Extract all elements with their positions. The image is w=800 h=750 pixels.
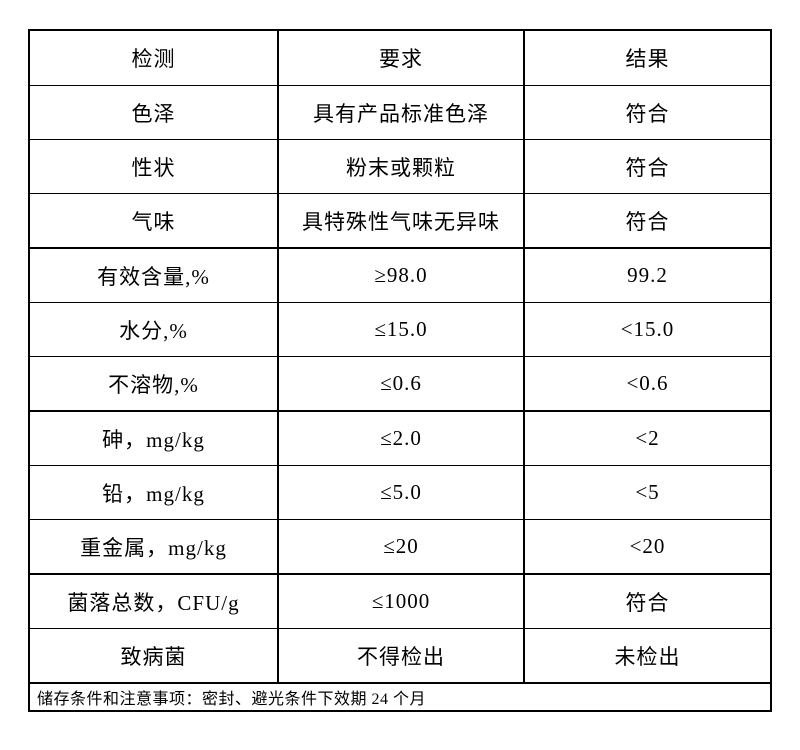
cell-requirement: ≥98.0	[277, 247, 525, 303]
table-row: 有效含量,% ≥98.0 99.2	[28, 247, 772, 303]
table-row: 铅，mg/kg ≤5.0 <5	[28, 465, 772, 520]
cell-result: 符合	[523, 573, 772, 629]
table-row: 砷，mg/kg ≤2.0 <2	[28, 410, 772, 466]
cell-test: 有效含量,%	[28, 247, 279, 303]
header-row: 检测 要求 结果	[28, 29, 772, 86]
column-header-requirement: 要求	[277, 29, 525, 86]
table-footer: 储存条件和注意事项：密封、避光条件下效期 24 个月	[28, 682, 772, 712]
cell-test: 气味	[28, 193, 279, 249]
cell-requirement: 具特殊性气味无异味	[277, 193, 525, 249]
cell-test: 铅，mg/kg	[28, 465, 279, 520]
cell-test: 色泽	[28, 85, 279, 140]
inspection-table: 检测 要求 结果 色泽 具有产品标准色泽 符合 性状 粉末或颗粒 符合 气味 具特殊性气味无异…	[28, 29, 772, 712]
cell-requirement: ≤5.0	[277, 465, 525, 520]
column-header-result: 结果	[523, 29, 772, 86]
cell-requirement: ≤1000	[277, 573, 525, 629]
column-header-test: 检测	[28, 29, 279, 86]
table-header: 检测 要求 结果	[28, 29, 772, 86]
table-row: 气味 具特殊性气味无异味 符合	[28, 193, 772, 249]
cell-result: 符合	[523, 85, 772, 140]
cell-test: 水分,%	[28, 302, 279, 357]
storage-note: 储存条件和注意事项：密封、避光条件下效期 24 个月	[28, 682, 772, 712]
cell-requirement: 粉末或颗粒	[277, 139, 525, 194]
table-row: 水分,% ≤15.0 <15.0	[28, 302, 772, 357]
table-row: 重金属，mg/kg ≤20 <20	[28, 519, 772, 575]
cell-result: 符合	[523, 139, 772, 194]
cell-test: 重金属，mg/kg	[28, 519, 279, 575]
table-row: 性状 粉末或颗粒 符合	[28, 139, 772, 194]
cell-requirement: ≤0.6	[277, 356, 525, 412]
storage-note-row: 储存条件和注意事项：密封、避光条件下效期 24 个月	[28, 682, 772, 712]
cell-requirement: ≤20	[277, 519, 525, 575]
cell-result: 未检出	[523, 628, 772, 684]
cell-test: 砷，mg/kg	[28, 410, 279, 466]
cell-test: 致病菌	[28, 628, 279, 684]
cell-result: 99.2	[523, 247, 772, 303]
cell-result: <15.0	[523, 302, 772, 357]
cell-result: <5	[523, 465, 772, 520]
table-row: 不溶物,% ≤0.6 <0.6	[28, 356, 772, 412]
cell-result: 符合	[523, 193, 772, 249]
cell-requirement: 不得检出	[277, 628, 525, 684]
cell-requirement: ≤2.0	[277, 410, 525, 466]
table-row: 色泽 具有产品标准色泽 符合	[28, 85, 772, 140]
table-row: 致病菌 不得检出 未检出	[28, 628, 772, 684]
cell-result: <2	[523, 410, 772, 466]
table-row: 菌落总数，CFU/g ≤1000 符合	[28, 573, 772, 629]
cell-test: 性状	[28, 139, 279, 194]
cell-result: <20	[523, 519, 772, 575]
cell-test: 菌落总数，CFU/g	[28, 573, 279, 629]
table-body: 色泽 具有产品标准色泽 符合 性状 粉末或颗粒 符合 气味 具特殊性气味无异味 符合 有效含量,%…	[28, 85, 772, 684]
cell-requirement: ≤15.0	[277, 302, 525, 357]
cell-requirement: 具有产品标准色泽	[277, 85, 525, 140]
cell-result: <0.6	[523, 356, 772, 412]
cell-test: 不溶物,%	[28, 356, 279, 412]
